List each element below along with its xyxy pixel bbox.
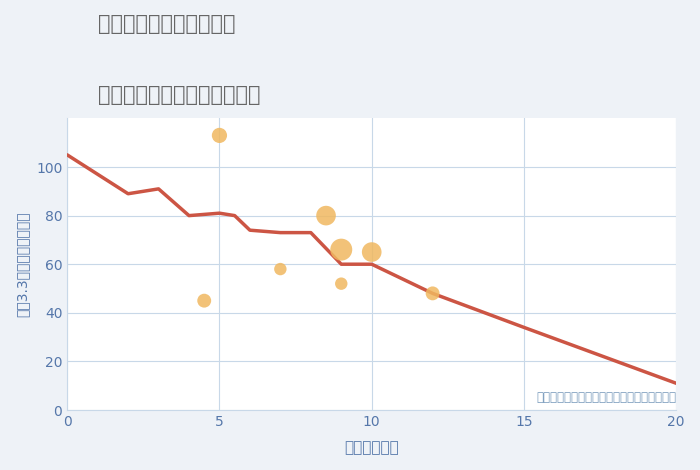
Point xyxy=(275,265,286,273)
Point xyxy=(199,297,210,305)
Y-axis label: 坪（3.3㎡）単価（万円）: 坪（3.3㎡）単価（万円） xyxy=(15,212,29,317)
X-axis label: 駅距離（分）: 駅距離（分） xyxy=(344,440,399,455)
Point xyxy=(427,290,438,297)
Point xyxy=(336,280,347,288)
Text: 福岡県太宰府市向佐野の: 福岡県太宰府市向佐野の xyxy=(98,14,235,34)
Text: 駅距離別中古マンション価格: 駅距離別中古マンション価格 xyxy=(98,85,260,105)
Point xyxy=(366,248,377,256)
Point xyxy=(214,132,225,139)
Point xyxy=(336,246,347,253)
Point xyxy=(321,212,332,219)
Text: 円の大きさは、取引のあった物件面積を示す: 円の大きさは、取引のあった物件面積を示す xyxy=(536,391,676,404)
